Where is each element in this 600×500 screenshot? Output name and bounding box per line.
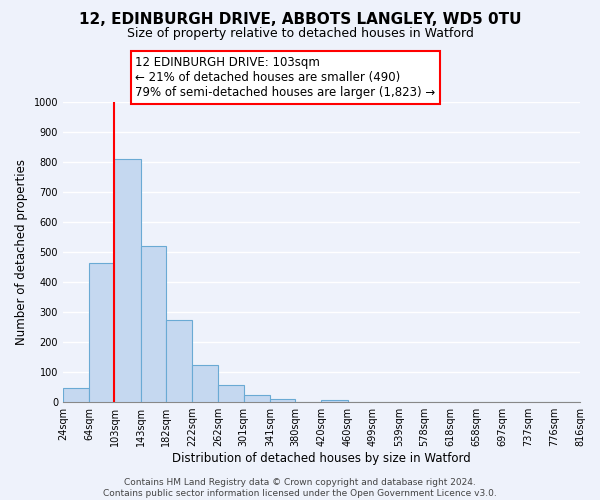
Text: Contains HM Land Registry data © Crown copyright and database right 2024.
Contai: Contains HM Land Registry data © Crown c…: [103, 478, 497, 498]
Bar: [140, 246, 166, 402]
Bar: [244, 396, 270, 402]
Bar: [63, 388, 89, 402]
Text: 12, EDINBURGH DRIVE, ABBOTS LANGLEY, WD5 0TU: 12, EDINBURGH DRIVE, ABBOTS LANGLEY, WD5…: [79, 12, 521, 28]
Y-axis label: Number of detached properties: Number of detached properties: [15, 159, 28, 345]
Bar: [218, 384, 244, 402]
Bar: [89, 264, 115, 402]
Bar: [192, 364, 218, 402]
Bar: [166, 320, 192, 402]
Text: Size of property relative to detached houses in Watford: Size of property relative to detached ho…: [127, 28, 473, 40]
Bar: [115, 159, 140, 402]
X-axis label: Distribution of detached houses by size in Watford: Distribution of detached houses by size …: [172, 452, 471, 465]
Text: 12 EDINBURGH DRIVE: 103sqm
← 21% of detached houses are smaller (490)
79% of sem: 12 EDINBURGH DRIVE: 103sqm ← 21% of deta…: [136, 56, 436, 99]
Bar: [322, 400, 347, 402]
Bar: [270, 399, 295, 402]
